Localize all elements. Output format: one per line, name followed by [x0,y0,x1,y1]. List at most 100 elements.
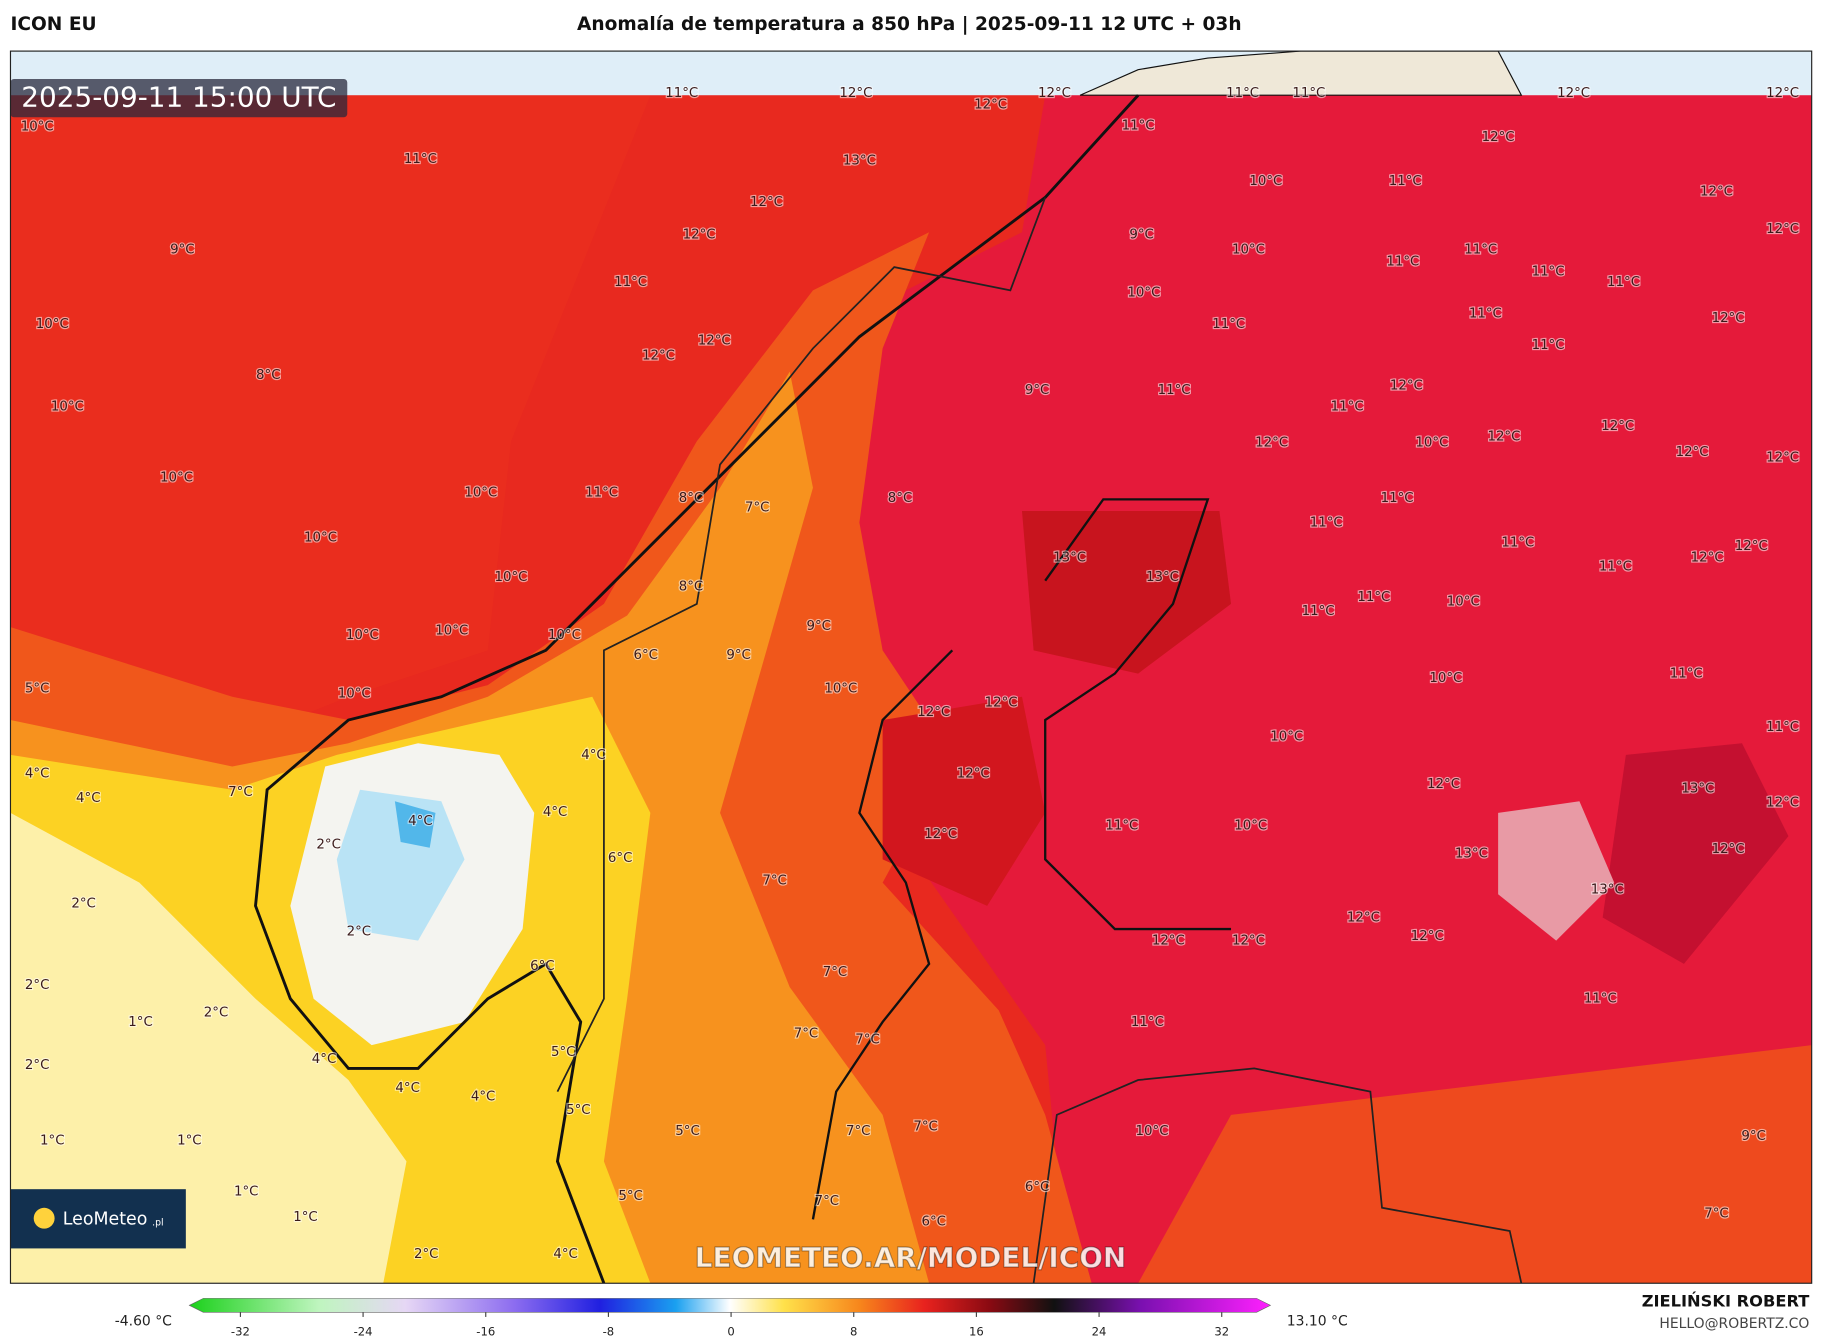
temperature-label: 10°C [1415,435,1448,450]
temperature-label: 9°C [1025,383,1049,398]
temperature-label: 10°C [36,317,69,332]
temperature-label: 12°C [1347,910,1380,925]
temperature-label: 12°C [1712,842,1745,857]
temperature-label: 2°C [414,1247,438,1262]
temperature-label: 12°C [974,98,1007,113]
temperature-label: 11°C [1389,174,1422,189]
temperature-label: 4°C [76,791,100,806]
map-frame [9,50,1813,1284]
temperature-label: 2°C [347,924,371,939]
temperature-label: 12°C [1427,777,1460,792]
watermark: LEOMETEO.AR/MODEL/ICON [695,1241,1126,1274]
temperature-label: 6°C [530,959,554,974]
temperature-label: 10°C [1232,243,1265,258]
temperature-label: 12°C [1482,130,1515,145]
temperature-label: 7°C [1704,1207,1728,1222]
temperature-label: 7°C [815,1194,839,1209]
temperature-label: 10°C [160,470,193,485]
temperature-label: 6°C [1025,1180,1049,1195]
temperature-label: 7°C [855,1032,879,1047]
temperature-label: 12°C [1735,539,1768,554]
temperature-label: 12°C [839,86,872,101]
temperature-label: 10°C [51,399,84,414]
temperature-label: 12°C [1038,86,1071,101]
temperature-label: 11°C [1501,535,1534,550]
colorbar-tick-label: 24 [1092,1325,1107,1339]
temperature-label: 11°C [1381,491,1414,506]
temperature-label: 12°C [750,195,783,210]
temperature-label: 9°C [726,648,750,663]
field-pale [10,812,407,1284]
temperature-label: 11°C [1599,560,1632,575]
temperature-label: 10°C [495,570,528,585]
temperature-label: 8°C [888,491,912,506]
field-sea [10,95,651,744]
temperature-label: 12°C [985,696,1018,711]
temperature-label: 10°C [1429,671,1462,686]
temperature-label: 11°C [665,86,698,101]
temperature-label: 11°C [1131,1015,1164,1030]
logo-sun [33,1207,55,1229]
temperature-label: 12°C [1390,379,1423,394]
temperature-label: 6°C [921,1215,945,1230]
colorbar: -4.60 °C 13.10 °C -32 -24 -16 -8 0 8 16 24 32 [115,1298,1348,1339]
temperature-label: 7°C [762,873,786,888]
temperature-label: 7°C [794,1027,818,1042]
temperature-label: 10°C [464,485,497,500]
temperature-label: 12°C [642,348,675,363]
temperature-label: 8°C [679,579,703,594]
colorbar-bar [188,1298,1272,1313]
temperature-label: 8°C [679,491,703,506]
coastline-baltic [1032,1067,1523,1284]
temperature-label: 12°C [1601,419,1634,434]
temperature-label: 12°C [683,228,716,243]
coastline-norway [254,94,1140,1284]
temperature-label: 1°C [234,1185,258,1200]
temperature-label: 11°C [1670,667,1703,682]
temperature-label: 2°C [204,1006,228,1021]
temperature-label: 10°C [304,531,337,546]
temperature-label: 4°C [543,805,567,820]
land-north [1079,51,1523,96]
temperature-label: 1°C [128,1015,152,1030]
temperature-label: 12°C [1766,451,1799,466]
temperature-label: 10°C [1127,286,1160,301]
colorbar-tick-label: -32 [231,1325,250,1339]
temperature-label: 12°C [698,333,731,348]
temperature-label: 12°C [1766,86,1799,101]
temperature-label: 4°C [408,814,432,829]
map: 11°C 12°C 12°C 11°C 11°C 12°C 12°C 10°C 11°C 13°C… [10,51,1812,1284]
temperature-label: 12°C [957,766,990,781]
temperature-label: 12°C [1487,430,1520,445]
temperature-label: 11°C [1158,383,1191,398]
temperature-label: 13°C [843,153,876,168]
colorbar-tick-label: 8 [850,1325,857,1339]
temperature-label: 11°C [614,275,647,290]
title: Anomalía de temperatura a 850 hPa | 2025… [577,14,1242,35]
temperature-label: 5°C [566,1103,590,1118]
temperature-label: 11°C [1292,86,1325,101]
temperature-label: 10°C [824,682,857,697]
field-darkred-1 [1021,510,1232,674]
temperature-label: 5°C [551,1045,575,1060]
temperature-label: 10°C [1136,1124,1169,1139]
temperature-label: 4°C [471,1089,495,1104]
temperature-label: 11°C [1212,317,1245,332]
temperature-label: 4°C [553,1247,577,1262]
temperature-label: 7°C [846,1124,870,1139]
field-darkred-3 [1602,743,1789,964]
temperature-label: 5°C [675,1124,699,1139]
temperature-label: 9°C [807,619,831,634]
temperature-label: 12°C [1557,86,1590,101]
temperature-labels: 11°C 12°C 12°C 11°C 11°C 12°C 12°C 10°C 11°C 13°C… [20,85,1801,1264]
temperature-label: 13°C [1146,570,1179,585]
temperature-label: 13°C [1053,550,1086,565]
colorbar-tick-label: 16 [969,1325,984,1339]
temperature-label: 6°C [608,851,632,866]
temperature-label: 11°C [1357,590,1390,605]
temperature-label: 11°C [1386,254,1419,269]
temperature-label: 12°C [1766,795,1799,810]
temperature-label: 12°C [1676,445,1709,460]
field-blue-core [394,801,436,848]
